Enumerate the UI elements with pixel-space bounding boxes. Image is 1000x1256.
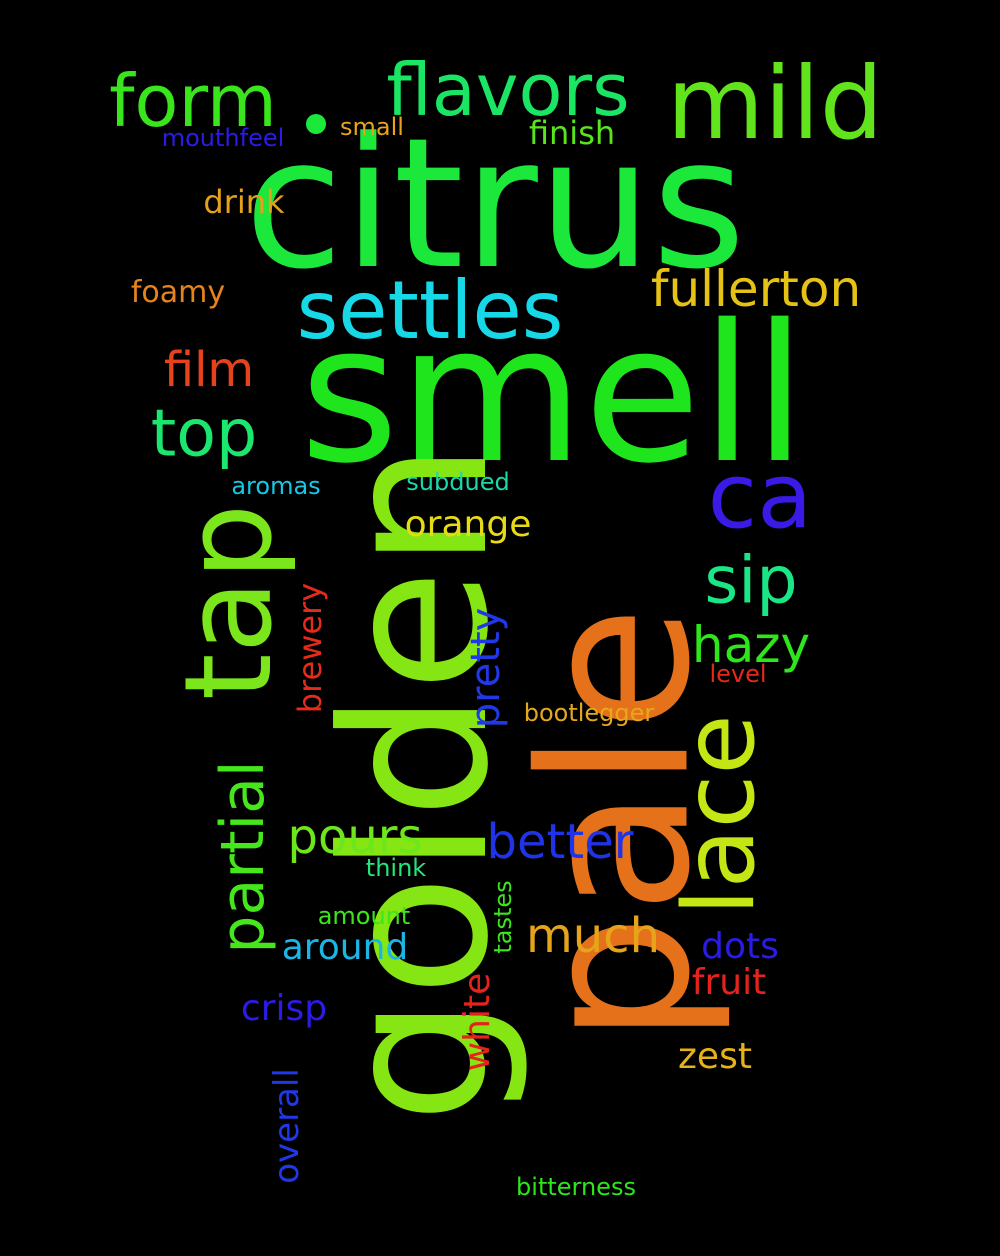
word-level: level [709,660,767,688]
word-white: white [457,972,498,1072]
dot-mark [306,114,326,134]
word-ca: ca [707,444,813,549]
word-think: think [365,854,427,882]
word-top: top [150,396,258,472]
word-form: form [109,59,277,143]
word-around: around [281,927,409,968]
word-bitterness: bitterness [516,1173,636,1201]
word-orange: orange [404,504,532,545]
word-small: small [340,113,404,141]
word-fruit: fruit [691,962,767,1003]
word-zest: zest [678,1036,752,1077]
word-settles: settles [296,264,564,357]
word-fullerton: fullerton [650,260,862,318]
word-subdued: subdued [406,468,510,496]
word-lace: lace [663,714,777,916]
word-flavors: flavors [386,48,630,132]
word-amount: amount [317,902,411,930]
word-partial: partial [208,760,278,954]
word-crisp: crisp [240,988,328,1029]
word-sip: sip [704,543,798,619]
word-foamy: foamy [130,275,226,310]
word-much: much [526,908,660,964]
word-dots: dots [701,926,779,967]
word-mouthfeel: mouthfeel [161,124,285,152]
word-pours: pours [287,809,423,865]
word-drink: drink [203,183,285,221]
word-tastes: tastes [489,880,517,954]
word-mild: mild [666,45,884,162]
word-overall: overall [267,1068,307,1184]
word-better: better [486,814,634,870]
word-aromas: aromas [231,472,321,500]
word-tap: tap [160,503,299,701]
word-pretty: pretty [463,607,509,729]
word-finish: finish [528,114,616,152]
word-bootlegger: bootlegger [523,699,655,727]
word-citrus: citrus [244,100,746,309]
word-smell: smell [299,284,807,505]
word-hazy: hazy [691,616,811,674]
word-film: film [163,342,255,398]
word-brewery: brewery [291,582,329,714]
